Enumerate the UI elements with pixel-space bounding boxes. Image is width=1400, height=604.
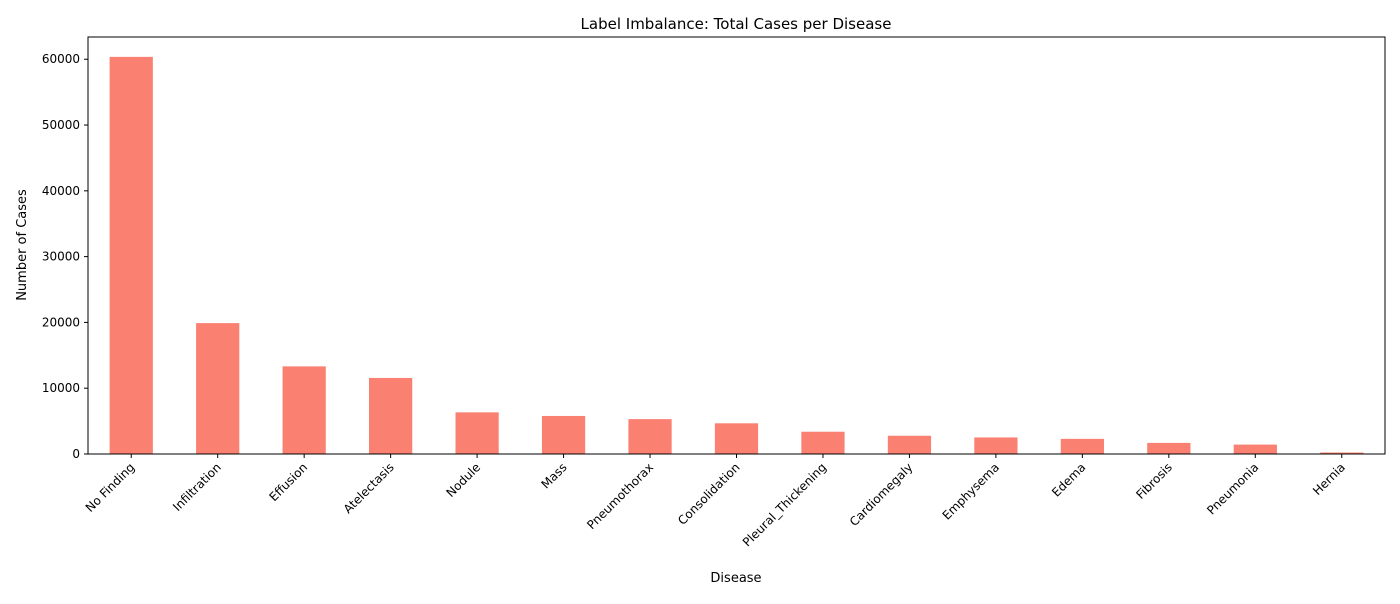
y-tick-label: 60000 [42,52,80,66]
bar-mass [541,415,586,454]
x-tick-label: Infiltration [170,460,224,514]
plot-frame [87,36,1386,455]
x-tick-label: Cardiomegaly [847,460,916,529]
x-tick-label: Hernia [1310,460,1348,498]
y-tick-label: 20000 [42,315,80,329]
bar-cardiomegaly [887,435,932,454]
x-tick-label: Nodule [443,460,483,500]
x-tick-label: Effusion [266,460,310,504]
bar-hernia [1320,452,1364,454]
x-tick-label: No Finding [83,460,138,515]
bar-pleural-thickening [801,431,845,454]
y-tick-label: 10000 [42,381,80,395]
bar-effusion [282,366,326,454]
x-tick-label: Atelectasis [341,460,397,516]
bar-consolidation [714,423,759,454]
x-tick-label: Fibrosis [1133,460,1175,502]
bars-layer [109,56,1364,454]
bar-fibrosis [1147,442,1191,454]
bar-no-finding [109,56,153,454]
bar-pneumonia [1233,444,1277,454]
bar-nodule [455,412,499,454]
y-axis-label: Number of Cases [15,189,30,301]
y-tick-label: 40000 [42,184,80,198]
x-axis: No Finding Infiltration Effusion Atelectasi… [83,454,1348,549]
x-tick-label: Consolidation [675,460,743,528]
x-axis-label: Disease [710,571,761,586]
y-tick-label: 0 [72,447,80,461]
bar-infiltration [196,323,240,454]
x-tick-label: Pleural_Thickening [740,460,829,549]
chart-title: Label Imbalance: Total Cases per Disease [581,15,892,33]
bar-atelectasis [369,377,413,454]
x-tick-label: Mass [538,460,569,491]
x-tick-label: Edema [1049,460,1088,499]
x-tick-label: Emphysema [940,460,1002,522]
y-tick-label: 30000 [42,250,80,264]
x-tick-label: Pneumothorax [584,460,656,532]
x-tick-label: Pneumonia [1204,460,1261,517]
y-tick-label: 50000 [42,118,80,132]
bar-pneumothorax [628,419,672,454]
y-axis: 0 10000 20000 30000 40000 50000 60000 [42,52,88,461]
bar-edema [1060,438,1104,454]
bar-emphysema [974,437,1018,454]
